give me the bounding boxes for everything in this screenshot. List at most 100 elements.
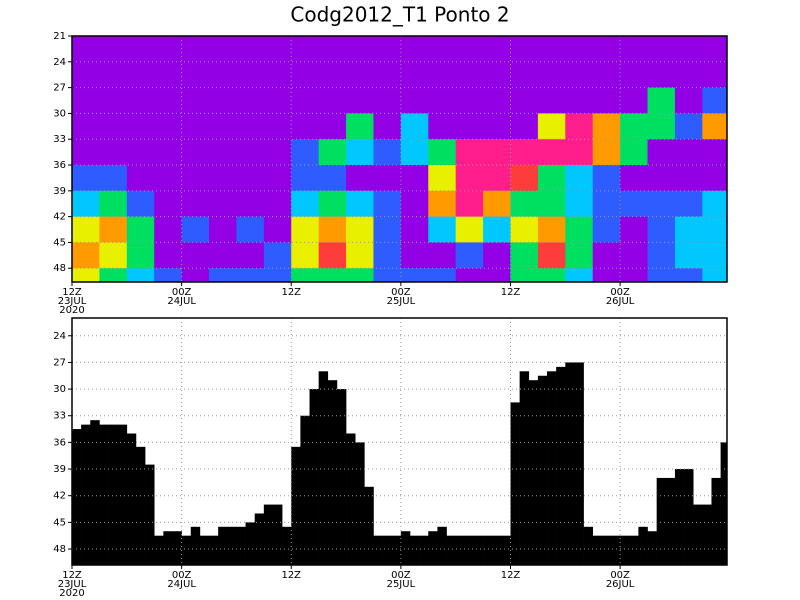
heat-cell [291, 139, 320, 166]
bar [583, 526, 594, 565]
heat-cell [565, 139, 594, 166]
heat-cell [263, 216, 292, 243]
bar [574, 362, 584, 565]
heat-cell [537, 242, 566, 269]
x-tick-label: 00Z [172, 570, 192, 581]
heat-cell [647, 242, 676, 269]
heat-cell [428, 36, 457, 63]
heat-cell [620, 242, 649, 269]
heat-cell [126, 190, 155, 218]
heat-cell [483, 87, 511, 114]
heat-cell [291, 87, 320, 114]
heat-cell [263, 36, 292, 63]
heat-cell [702, 113, 728, 140]
heat-cell [400, 139, 429, 166]
heat-cell [263, 113, 292, 140]
bar [154, 535, 164, 565]
y-tick-label: 36 [53, 437, 66, 448]
heat-cell [565, 61, 594, 89]
heat-cell [428, 87, 457, 114]
y-tick-label: 24 [53, 331, 66, 342]
x-tick-label: 12Z [501, 570, 521, 581]
heat-cell [236, 61, 265, 89]
heat-cell [126, 61, 155, 89]
heat-cell [291, 216, 320, 243]
bar [400, 531, 411, 565]
bar [419, 535, 429, 565]
heat-cell [346, 190, 374, 218]
heat-cell [620, 165, 649, 192]
heat-cell [72, 61, 100, 89]
heat-cell [346, 242, 374, 269]
bar [556, 366, 566, 565]
heat-cell [181, 139, 210, 166]
x-tick-date: 25JUL [387, 579, 416, 590]
heat-cell [291, 165, 320, 192]
heat-cell [126, 165, 155, 192]
heat-cell [209, 87, 237, 114]
bar [455, 535, 466, 565]
heat-cell [455, 242, 484, 269]
heat-cell [537, 61, 566, 89]
bar [601, 535, 612, 565]
heat-cell [565, 165, 594, 192]
plot-frame [71, 35, 728, 283]
heat-cell [455, 190, 484, 218]
heat-cell [236, 165, 265, 192]
heat-cell [291, 242, 320, 269]
heat-cell [181, 242, 210, 269]
heat-cell [126, 216, 155, 243]
heat-cell [592, 242, 621, 269]
heat-cell [346, 36, 374, 63]
heat-cell [455, 36, 484, 63]
bar [674, 469, 685, 565]
heat-cell [537, 190, 566, 218]
heat-cell [537, 36, 566, 63]
heat-cell [346, 165, 374, 192]
heat-cell [674, 139, 703, 166]
heat-cell [592, 165, 621, 192]
plot-frame [71, 317, 728, 566]
heat-cell [263, 61, 292, 89]
heat-cell [373, 61, 402, 89]
heat-cell [620, 113, 649, 140]
heat-cell [455, 113, 484, 140]
heat-cell [154, 190, 183, 218]
bar [446, 535, 456, 565]
heat-cell [263, 268, 292, 283]
heat-cell [126, 268, 155, 283]
heat-cell [702, 36, 728, 63]
heat-cell [318, 268, 347, 283]
heat-cell [510, 190, 539, 218]
heat-cell [236, 190, 265, 218]
heat-cell [702, 139, 728, 166]
bar [163, 531, 173, 565]
heat-cell [674, 165, 703, 192]
bar [364, 486, 374, 565]
heat-cell [318, 216, 347, 243]
heat-cell [209, 139, 237, 166]
heat-cell [236, 36, 265, 63]
heat-cell [181, 87, 210, 114]
heat-cell [72, 36, 100, 63]
y-tick-label: 30 [53, 108, 66, 119]
heat-cell [400, 61, 429, 89]
heat-cell [99, 190, 128, 218]
bar [272, 504, 283, 565]
heat-cell [154, 36, 183, 63]
heat-cell [455, 87, 484, 114]
heat-cell [154, 87, 183, 114]
y-tick-label: 36 [53, 160, 66, 171]
y-tick-label: 27 [53, 83, 66, 94]
bar [492, 535, 502, 565]
heat-cell [400, 216, 429, 243]
heat-cell [99, 36, 128, 63]
heat-cell [428, 139, 457, 166]
heat-cell [620, 87, 649, 114]
heat-cell [510, 87, 539, 114]
x-tick-label: 12Z [62, 570, 82, 581]
heat-cell [483, 36, 511, 63]
bar [108, 424, 118, 565]
heat-cell [565, 36, 594, 63]
